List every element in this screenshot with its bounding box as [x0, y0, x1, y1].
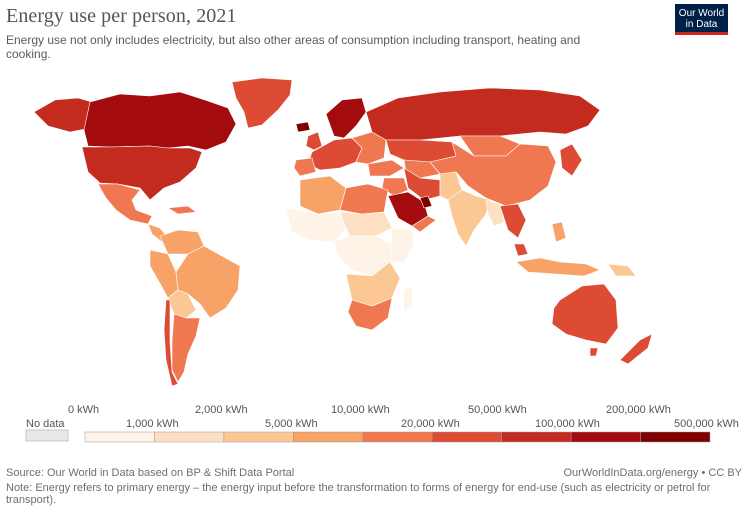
south-africa[interactable] — [347, 297, 393, 331]
gulf-states[interactable] — [419, 195, 433, 209]
greenland[interactable] — [231, 77, 293, 129]
tasmania[interactable] — [589, 347, 599, 357]
legend-tick-2000: 2,000 kWh — [195, 404, 248, 416]
thailand-indochina[interactable] — [499, 203, 527, 239]
peru-ecuador[interactable] — [149, 249, 179, 299]
legend-bin-2[interactable] — [223, 431, 294, 443]
owid-logo[interactable]: Our World in Data — [675, 4, 728, 35]
iceland[interactable] — [295, 121, 311, 133]
north-africa-west[interactable] — [299, 175, 347, 215]
argentina[interactable] — [171, 313, 201, 383]
new-zealand[interactable] — [619, 333, 653, 365]
footnote: Note: Energy refers to primary energy – … — [6, 482, 711, 506]
logo-line-1: Our World — [678, 8, 725, 19]
legend-tick-200000: 200,000 kWh — [606, 404, 671, 416]
chart-title: Energy use per person, 2021 — [6, 5, 237, 27]
papua-new-guinea[interactable] — [607, 263, 637, 277]
madagascar[interactable] — [403, 285, 413, 311]
legend-bin-6[interactable] — [501, 431, 572, 443]
bangladesh-myanmar[interactable] — [485, 199, 505, 227]
legend-tick-500000: 500,000 kWh — [674, 418, 739, 430]
legend-bin-7[interactable] — [570, 431, 641, 443]
legend-bin-8[interactable] — [640, 431, 711, 443]
mexico[interactable] — [97, 183, 153, 225]
legend-tick-50000: 50,000 kWh — [468, 404, 527, 416]
legend-tick-20000: 20,000 kWh — [401, 418, 460, 430]
alaska[interactable] — [33, 97, 93, 133]
legend-tick-100000: 100,000 kWh — [535, 418, 600, 430]
iraq-syria[interactable] — [381, 177, 409, 197]
brazil[interactable] — [175, 245, 241, 319]
sahel[interactable] — [339, 211, 393, 237]
united-states[interactable] — [81, 145, 203, 201]
china[interactable] — [429, 141, 557, 207]
legend-bin-5[interactable] — [431, 431, 502, 443]
map-legend: No data 0 kWh 1,000 kWh 2,000 kWh 5,000 … — [25, 404, 739, 443]
oman-yemen[interactable] — [411, 215, 437, 233]
legend-tick-0: 0 kWh — [68, 404, 99, 416]
legend-tick-1000: 1,000 kWh — [126, 418, 179, 430]
uk-ireland[interactable] — [305, 131, 323, 151]
legend-no-data-label: No data — [26, 418, 65, 430]
legend-bin-4[interactable] — [362, 431, 433, 443]
india[interactable] — [447, 189, 491, 247]
chile[interactable] — [163, 299, 179, 387]
legend-color-bins — [84, 431, 711, 443]
turkey[interactable] — [367, 159, 405, 177]
north-africa-east[interactable] — [339, 183, 389, 215]
russia[interactable] — [365, 87, 601, 141]
canada[interactable] — [83, 91, 237, 151]
philippines[interactable] — [551, 221, 567, 243]
korea-japan[interactable] — [559, 143, 583, 177]
legend-bin-0[interactable] — [84, 431, 155, 443]
source-note: Source: Our World in Data based on BP & … — [6, 467, 295, 479]
malaysia[interactable] — [513, 243, 529, 257]
indonesia[interactable] — [515, 257, 601, 277]
legend-bin-3[interactable] — [293, 431, 364, 443]
legend-bin-1[interactable] — [154, 431, 225, 443]
east-africa[interactable] — [389, 227, 415, 263]
legend-tick-10000: 10,000 kWh — [331, 404, 390, 416]
legend-no-data-swatch — [25, 429, 69, 442]
legend-tick-5000: 5,000 kWh — [265, 418, 318, 430]
australia[interactable] — [551, 283, 619, 345]
scandinavia[interactable] — [325, 97, 367, 139]
logo-line-2: in Data — [685, 19, 718, 30]
caribbean[interactable] — [167, 205, 197, 215]
chart-subtitle: Energy use not only includes electricity… — [6, 33, 581, 61]
west-africa[interactable] — [285, 207, 347, 243]
iberia[interactable] — [293, 157, 317, 177]
owid-link[interactable]: OurWorldInData.org/energy • CC BY — [563, 467, 743, 479]
